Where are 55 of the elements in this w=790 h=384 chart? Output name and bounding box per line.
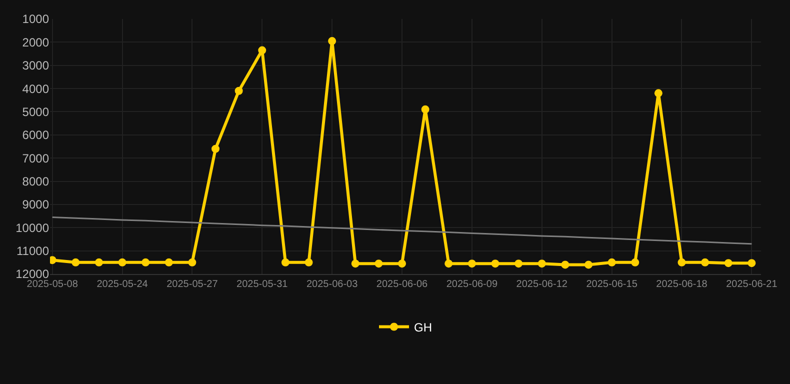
point <box>444 260 453 268</box>
point <box>724 259 732 268</box>
y-tick-label: 12000 <box>16 267 50 282</box>
point <box>142 258 150 266</box>
y-tick-label: 6000 <box>22 128 50 142</box>
x-tick-label: 2025-05-31 <box>236 279 288 290</box>
legend-label: GH <box>414 320 432 334</box>
x-tick-label: 2025-06-06 <box>376 279 428 290</box>
y-tick-label: 4000 <box>22 82 50 96</box>
point <box>584 260 592 269</box>
point <box>421 105 430 114</box>
point <box>164 258 173 266</box>
point <box>631 258 640 266</box>
point <box>538 260 546 268</box>
x-tick-label: 2025-06-18 <box>656 279 708 290</box>
point <box>514 260 523 268</box>
point <box>678 258 686 266</box>
point <box>701 258 710 266</box>
y-tick-label: 3000 <box>22 58 50 73</box>
point <box>491 260 500 268</box>
point <box>212 144 220 153</box>
x-tick-label: 2025-05-08 <box>26 279 78 290</box>
x-tick-label: 2025-06-12 <box>516 279 568 290</box>
point <box>188 258 196 266</box>
point <box>468 260 476 268</box>
y-tick-label: 1000 <box>22 12 50 26</box>
y-tick-label: 5000 <box>22 104 50 119</box>
point <box>234 86 243 95</box>
y-tick-label: 8000 <box>22 174 50 188</box>
point <box>351 260 360 268</box>
point <box>94 258 103 266</box>
point <box>398 260 406 268</box>
point <box>608 258 616 266</box>
y-tick-label: 7000 <box>22 151 50 166</box>
x-tick-label: 2025-06-09 <box>446 279 498 290</box>
y-tick-label: 2000 <box>22 35 50 50</box>
point <box>118 258 126 266</box>
point <box>654 89 662 98</box>
point <box>561 260 570 269</box>
point <box>328 37 336 46</box>
point <box>374 260 383 268</box>
y-tick-label: 10000 <box>16 220 50 235</box>
x-tick-label: 2025-06-03 <box>306 279 358 290</box>
y-tick-label: 11000 <box>16 244 50 258</box>
line-series <box>52 216 752 245</box>
y-tick-label: 9000 <box>22 198 50 212</box>
point <box>304 258 313 266</box>
point <box>281 258 290 266</box>
x-tick-label: 2025-05-27 <box>166 279 218 290</box>
x-tick-label: 2025-05-24 <box>96 279 148 290</box>
x-tick-label: 2025-06-15 <box>586 279 638 290</box>
point <box>748 259 756 268</box>
x-tick-label: 2025-06-21 <box>726 279 778 290</box>
point <box>258 46 266 54</box>
point <box>72 258 80 266</box>
